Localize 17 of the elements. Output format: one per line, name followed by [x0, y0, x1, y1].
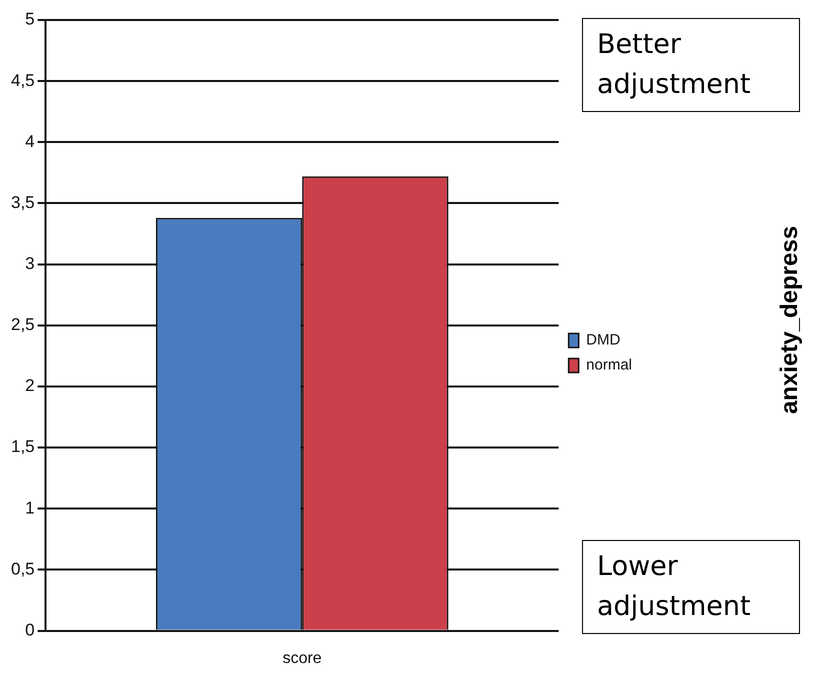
- y-tick-label: 1: [25, 498, 35, 518]
- y-tick-label: 3,5: [10, 192, 35, 212]
- y-tick-label: 0: [25, 620, 35, 640]
- x-tick-label: score: [282, 650, 322, 667]
- y-tick-label: 4: [25, 132, 35, 151]
- y-tick-label: 1,5: [10, 437, 35, 456]
- y-tick-label: 0,5: [10, 559, 35, 578]
- y-tick-label: 5: [25, 10, 35, 29]
- y-tick-label: 3: [25, 254, 35, 274]
- text: anxiety_depress: [776, 226, 804, 414]
- y-tick-label: 4,5: [10, 70, 35, 90]
- text: Better adjustment: [582, 18, 800, 112]
- text: Lower adjustment: [582, 540, 800, 634]
- legend-label: normal: [586, 356, 632, 374]
- legend-label: DMD: [586, 332, 620, 349]
- y-tick-label: 2: [25, 376, 35, 396]
- y-tick-label: 2,5: [10, 315, 35, 334]
